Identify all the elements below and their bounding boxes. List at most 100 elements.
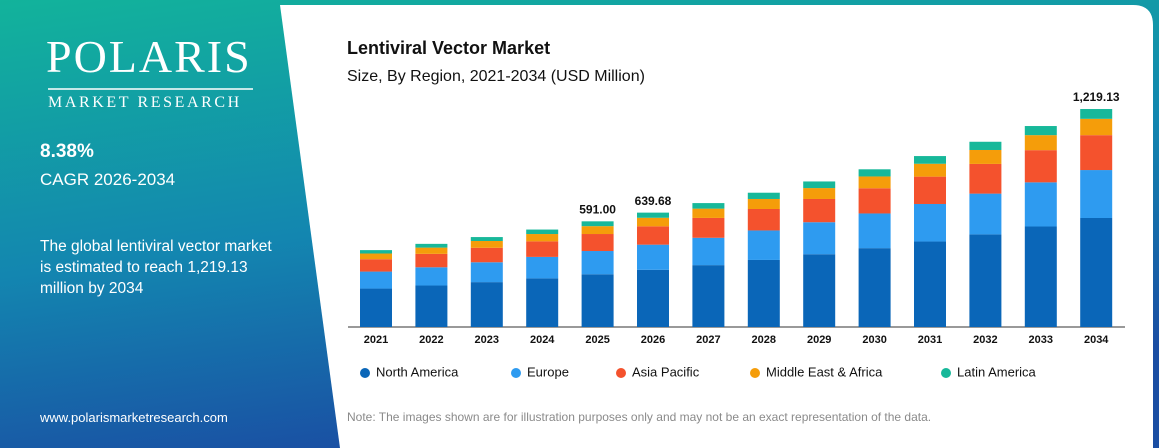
bar-segment [360, 288, 392, 327]
x-tick-label: 2028 [752, 334, 776, 346]
bar-segment [637, 269, 669, 327]
website: www.polarismarketresearch.com [40, 410, 228, 425]
bar-segment [470, 282, 503, 327]
bar-segment [1024, 135, 1057, 151]
brand-sub: MARKET RESEARCH [48, 94, 242, 111]
bar-segment [858, 169, 891, 177]
bar-segment [914, 241, 946, 327]
bar-segment [858, 176, 891, 189]
bar-segment [415, 285, 448, 327]
x-tick-label: 2026 [641, 334, 665, 346]
bar-segment [1024, 150, 1057, 183]
bar-segment [470, 262, 503, 283]
bar-segment [581, 221, 614, 227]
bar-segment [803, 222, 836, 255]
bar-segment [526, 229, 559, 235]
bar-segment [747, 259, 780, 327]
bar-segment [1080, 109, 1113, 119]
bar-segment [692, 265, 725, 327]
legend-marker [511, 368, 521, 378]
bar-segment [803, 254, 836, 327]
x-tick-label: 2022 [419, 334, 443, 346]
legend-label: Latin America [957, 364, 1037, 379]
bar-segment [969, 149, 1002, 164]
bar-segment [526, 256, 559, 279]
stat: 8.38% [40, 141, 94, 162]
bar-segment [1080, 118, 1113, 136]
bar-segment [969, 193, 1002, 235]
bar-segment [692, 203, 725, 209]
bar-segment [803, 181, 836, 189]
x-tick-label: 2021 [364, 334, 388, 346]
bar-segment [415, 267, 448, 286]
chart-title: Lentiviral Vector Market [347, 38, 550, 58]
total-label: 1,219.13 [1073, 90, 1120, 104]
bar-segment [747, 198, 780, 209]
bar-segment [470, 247, 503, 263]
bar-segment [637, 212, 669, 218]
legend-marker [750, 368, 760, 378]
bar-segment [415, 247, 448, 254]
bar-segment [914, 176, 946, 204]
bar-segment [858, 248, 891, 327]
bar-segment [360, 250, 392, 254]
x-tick-label: 2032 [973, 334, 997, 346]
bar-segment [747, 208, 780, 231]
bar-segment [470, 240, 503, 248]
total-label: 591.00 [579, 203, 616, 217]
bar-segment [415, 253, 448, 268]
bar-segment [637, 226, 669, 245]
bar-segment [803, 188, 836, 199]
x-tick-label: 2030 [862, 334, 886, 346]
bar-segment [914, 156, 946, 164]
chart-subtitle: Size, By Region, 2021-2034 (USD Million) [347, 68, 645, 85]
bar-segment [914, 203, 946, 242]
bar-segment [858, 188, 891, 214]
x-tick-label: 2034 [1084, 334, 1109, 346]
x-tick-label: 2025 [585, 334, 609, 346]
legend-marker [616, 368, 626, 378]
bar-segment [692, 208, 725, 218]
bar-segment [692, 237, 725, 266]
bar-segment [969, 141, 1002, 150]
description: The global lentiviral vector market is e… [40, 238, 272, 297]
bar-segment [1024, 182, 1057, 227]
bar-segment [470, 237, 503, 241]
bar-segment [581, 234, 614, 252]
x-tick-label: 2031 [918, 334, 942, 346]
stat-label: CAGR 2026-2034 [40, 170, 176, 189]
bar-segment [415, 243, 448, 248]
bar-segment [360, 271, 392, 289]
legend-label: North America [376, 364, 459, 379]
bar-segment [526, 278, 559, 327]
bar-segment [581, 274, 614, 327]
bar-segment [581, 226, 614, 235]
x-tick-label: 2023 [475, 334, 499, 346]
bar-segment [747, 230, 780, 260]
bar-segment [360, 253, 392, 260]
bar-segment [1080, 218, 1113, 327]
legend-marker [360, 368, 370, 378]
bar-segment [1080, 170, 1113, 219]
brand: POLARIS [46, 31, 252, 82]
bar-segment [1024, 126, 1057, 136]
bar-segment [803, 198, 836, 223]
bar-segment [692, 217, 725, 238]
x-tick-label: 2027 [696, 334, 720, 346]
legend-label: Asia Pacific [632, 364, 700, 379]
legend-label: Middle East & Africa [766, 364, 883, 379]
note: Note: The images shown are for illustrat… [347, 410, 931, 424]
total-label: 639.68 [635, 194, 672, 208]
bar-segment [1080, 135, 1113, 171]
x-tick-label: 2033 [1029, 334, 1053, 346]
legend-marker [941, 368, 951, 378]
bar-segment [969, 163, 1002, 194]
x-tick-label: 2029 [807, 334, 831, 346]
x-tick-label: 2024 [530, 334, 555, 346]
legend-label: Europe [527, 364, 569, 379]
bar-segment [637, 217, 669, 227]
bar-segment [360, 259, 392, 272]
bar-segment [526, 241, 559, 257]
